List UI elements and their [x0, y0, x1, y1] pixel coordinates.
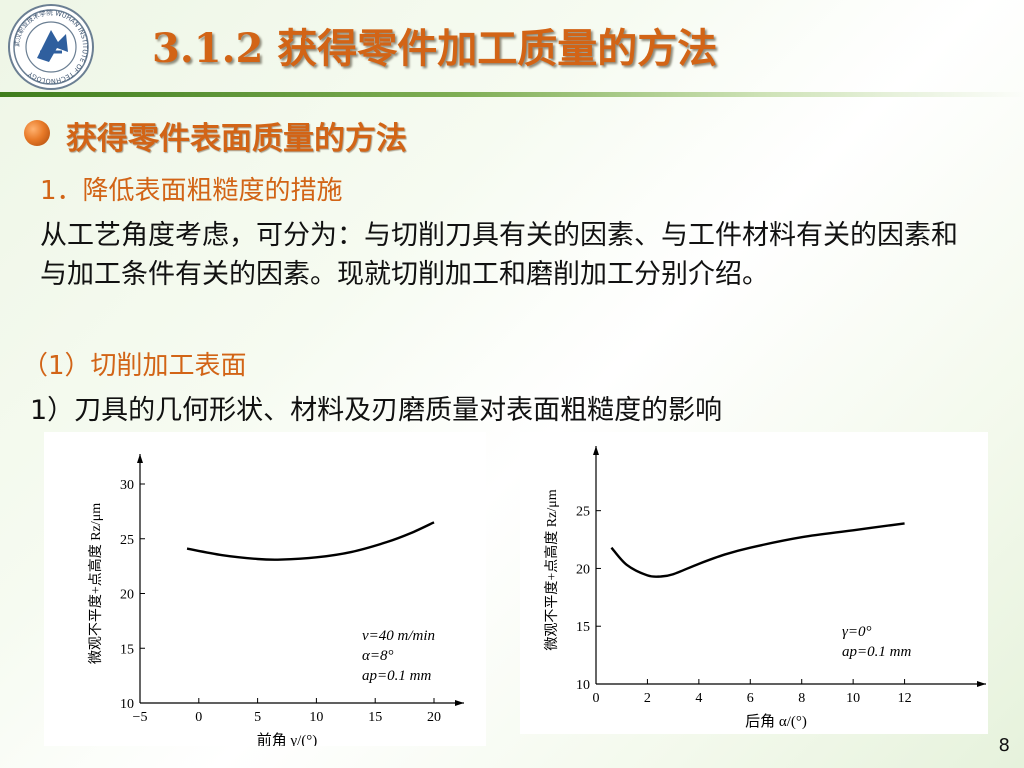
x-tick-label: 20	[427, 710, 441, 725]
page-number: 8	[998, 735, 1010, 756]
x-tick-label: 12	[898, 691, 912, 706]
section-label: （1）切削加工表面	[22, 351, 247, 381]
chart-annotation: α=8°	[362, 648, 394, 664]
x-tick-label: 10	[309, 710, 323, 725]
chart-rake-angle: −5 0 5 10 15 20 10 15 20 25 30 前角 γ/(°) 微观不平度+点高度 Rz…	[44, 432, 486, 746]
y-tick-label: 15	[120, 642, 134, 657]
y-axis-arrow-icon	[137, 454, 143, 463]
y-tick-label: 10	[120, 697, 134, 712]
y-tick-label: 15	[576, 620, 590, 635]
x-tick-label: 8	[798, 691, 805, 706]
series-line	[610, 522, 905, 578]
y-tick-label: 30	[120, 478, 134, 493]
chart-annotation: γ=0°	[842, 624, 872, 640]
y-axis-arrow-icon	[593, 446, 599, 455]
x-tick-label: 15	[368, 710, 382, 725]
x-tick-label: 6	[747, 691, 754, 706]
sub-heading: 1．降低表面粗糙度的措施	[40, 176, 343, 206]
x-tick-label: 4	[695, 691, 702, 706]
x-tick-label: 0	[593, 691, 600, 706]
y-tick-label: 10	[576, 678, 590, 693]
title-divider	[0, 92, 1024, 97]
y-axis-label: 微观不平度+点高度 Rz/μm	[87, 503, 104, 664]
y-tick-label: 20	[576, 562, 590, 577]
y-tick-label: 25	[576, 505, 590, 520]
x-tick-label: −5	[133, 710, 148, 725]
x-tick-label: 2	[644, 691, 651, 706]
subsection-label: 1）刀具的几何形状、材料及刃磨质量对表面粗糙度的影响	[30, 395, 723, 426]
bullet-circle-icon	[24, 120, 50, 146]
y-tick-label: 20	[120, 588, 134, 603]
x-axis-arrow-icon	[977, 681, 986, 687]
slide-title: 3.1.2 获得零件加工质量的方法	[152, 25, 718, 72]
x-tick-label: 5	[254, 710, 261, 725]
body-paragraph: 从工艺角度考虑，可分为：与切削刀具有关的因素、与工件材料有关的因素和与加工条件有…	[40, 220, 958, 290]
y-tick-label: 25	[120, 533, 134, 548]
x-tick-label: 10	[846, 691, 860, 706]
institute-logo: 武汉职业技术学院 WUHAN INSTITUTE OF TECHNOLOGY	[8, 4, 94, 90]
x-tick-label: 0	[195, 710, 202, 725]
y-axis-label: 微观不平度+点高度 Rz/μm	[543, 489, 560, 650]
series-line	[186, 521, 435, 561]
chart-annotation: v=40 m/min	[362, 628, 435, 644]
chart-clearance-angle: 0 2 4 6 8 10 12 10 15 20 25 后角 α/(°) 微观不平度+点高度 Rz/μm…	[520, 432, 988, 734]
chart-annotation: ap=0.1 mm	[842, 644, 911, 660]
section-heading: 获得零件表面质量的方法	[66, 121, 407, 157]
x-axis-label: 前角 γ/(°)	[257, 732, 318, 746]
x-axis-arrow-icon	[455, 700, 464, 706]
chart-clearance-angle-svg: 0 2 4 6 8 10 12 10 15 20 25 后角 α/(°) 微观不平度+点高度 Rz/μm…	[543, 446, 986, 730]
chart-annotation: ap=0.1 mm	[362, 668, 431, 684]
chart-rake-angle-svg: −5 0 5 10 15 20 10 15 20 25 30 前角 γ/(°) 微观不平度+点高度 Rz…	[87, 454, 464, 746]
x-axis-label: 后角 α/(°)	[745, 713, 807, 730]
